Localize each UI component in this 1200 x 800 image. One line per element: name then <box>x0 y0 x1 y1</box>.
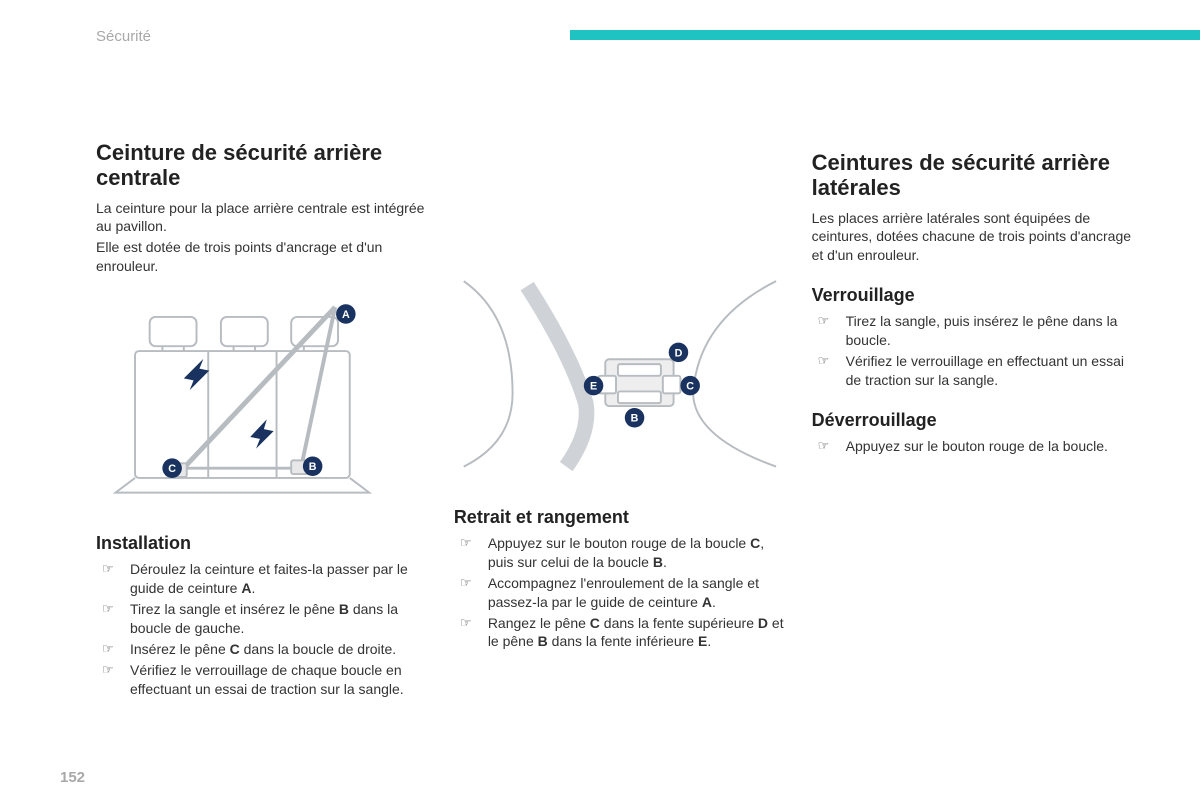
heading-lateral-belts: Ceintures de sécurité arrière latérales <box>812 150 1140 201</box>
subheading-installation: Installation <box>96 533 428 554</box>
list-item: Accompagnez l'enroulement de la sangle e… <box>454 574 786 612</box>
diagram-seat-belt: A B C <box>96 290 428 500</box>
list-item: Tirez la sangle, puis insérez le pêne da… <box>812 312 1140 350</box>
list-item: Appuyez sur le bouton rouge de la boucle… <box>812 437 1140 456</box>
subheading-lock: Verrouillage <box>812 285 1140 306</box>
lateral-intro: Les places arrière latérales sont équipé… <box>812 209 1140 266</box>
marker-a: A <box>342 309 350 321</box>
marker-b2: B <box>630 413 638 425</box>
list-item: Vérifiez le verrouillage en effectuant u… <box>812 352 1140 390</box>
subheading-unlock: Déverrouillage <box>812 410 1140 431</box>
lock-list: Tirez la sangle, puis insérez le pêne da… <box>812 312 1140 390</box>
section-label: Sécurité <box>96 28 151 45</box>
list-item: Rangez le pêne C dans la fente supérieur… <box>454 614 786 652</box>
list-item: Vérifiez le verrouillage de chaque boucl… <box>96 661 428 699</box>
page-number: 152 <box>60 769 85 786</box>
page-content: Ceinture de sécurité arrière centrale La… <box>96 140 1140 740</box>
heading-centre-belt: Ceinture de sécurité arrière centrale <box>96 140 428 191</box>
list-item: Déroulez la ceinture et faites-la passer… <box>96 560 428 598</box>
diagram-buckle-storage: D C E B <box>454 264 786 474</box>
installation-list: Déroulez la ceinture et faites-la passer… <box>96 560 428 698</box>
marker-c: C <box>168 463 176 475</box>
unlock-list: Appuyez sur le bouton rouge de la boucle… <box>812 437 1140 456</box>
subheading-retrait: Retrait et rangement <box>454 507 786 528</box>
intro-text-1: La ceinture pour la place arrière centra… <box>96 199 428 237</box>
accent-tab <box>570 30 1200 40</box>
list-item: Tirez la sangle et insérez le pêne B dan… <box>96 600 428 638</box>
intro-text-2: Elle est dotée de trois points d'ancrage… <box>96 238 428 276</box>
list-item: Insérez le pêne C dans la boucle de droi… <box>96 640 428 659</box>
column-middle: D C E B Retrait et rangement Appuyez sur… <box>454 140 786 740</box>
column-right: Ceintures de sécurité arrière latérales … <box>812 140 1140 740</box>
marker-d: D <box>674 347 682 359</box>
marker-b: B <box>309 461 317 473</box>
retrait-list: Appuyez sur le bouton rouge de la boucle… <box>454 534 786 651</box>
marker-c2: C <box>686 380 694 392</box>
marker-e: E <box>590 380 597 392</box>
list-item: Appuyez sur le bouton rouge de la boucle… <box>454 534 786 572</box>
column-left: Ceinture de sécurité arrière centrale La… <box>96 140 428 740</box>
